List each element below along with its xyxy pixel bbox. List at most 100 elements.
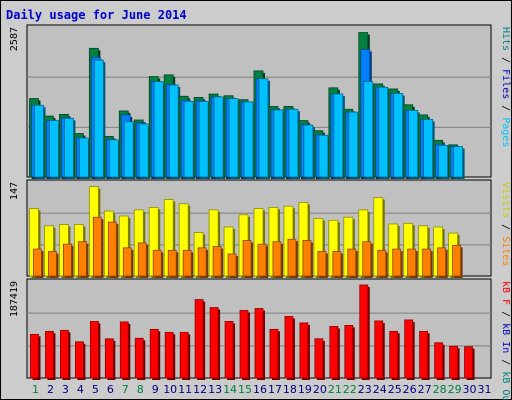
bar-pages-day-12	[198, 100, 211, 179]
x-tick-label-day-1: 1	[32, 383, 39, 396]
y-max-label: 2587	[9, 27, 20, 51]
bar-kb-f-day-5	[89, 321, 101, 380]
bar-sites-day-10	[167, 249, 179, 278]
bar-kb-f-day-29	[449, 345, 460, 380]
bar-sites-day-9	[152, 249, 164, 278]
x-tick-label-day-9: 9	[152, 383, 159, 396]
legend: kB F / kB In / kB Out	[500, 281, 511, 400]
x-tick-label-day-20: 20	[313, 383, 327, 396]
x-tick-label-day-5: 5	[92, 383, 99, 396]
bar-kb-f-day-22	[344, 325, 355, 380]
bar-sites-day-20	[317, 251, 328, 278]
bar-kb-f-day-10	[164, 331, 176, 380]
bar-sites-day-17	[272, 241, 283, 278]
bar-pages-day-2	[49, 120, 61, 179]
x-tick-label-day-7: 7	[122, 383, 129, 396]
bar-pages-day-7	[123, 121, 136, 179]
bar-pages-day-24	[378, 86, 390, 179]
bar-sites-day-29	[452, 244, 463, 278]
bar-kb-f-day-14	[224, 321, 236, 380]
x-tick-label-day-15: 15	[238, 383, 252, 396]
bar-sites-day-5	[92, 216, 104, 278]
bar-kb-f-day-9	[149, 328, 161, 380]
bar-sites-day-22	[347, 248, 358, 278]
bar-sites-day-25	[392, 248, 403, 278]
bar-kb-f-day-3	[60, 329, 71, 380]
bar-pages-day-27	[423, 119, 435, 179]
bar-pages-day-9	[153, 81, 166, 179]
bar-pages-day-17	[273, 109, 285, 179]
bar-pages-day-19	[303, 124, 315, 179]
bar-sites-day-7	[122, 247, 134, 278]
bar-kb-f-day-15	[239, 310, 251, 380]
x-tick-label-day-3: 3	[62, 383, 69, 396]
chart-title: Daily usage for June 2014	[6, 8, 187, 22]
x-tick-label-day-6: 6	[107, 383, 114, 396]
legend: Visits / Sites	[500, 182, 511, 266]
bar-sites-day-21	[332, 251, 343, 278]
x-tick-label-day-21: 21	[328, 383, 342, 396]
x-tick-label-day-22: 22	[343, 383, 357, 396]
bar-sites-day-1	[33, 248, 44, 278]
bar-kb-f-day-27	[419, 330, 430, 380]
bar-sites-day-26	[407, 248, 418, 278]
bar-pages-day-13	[213, 96, 226, 179]
bar-pages-day-4	[78, 137, 91, 179]
bar-pages-day-16	[258, 78, 270, 179]
y-max-label: 187419	[9, 281, 20, 317]
x-tick-label-day-16: 16	[253, 383, 267, 396]
x-tick-label-day-11: 11	[178, 383, 192, 396]
bar-kb-f-day-8	[134, 337, 146, 380]
bar-kb-f-day-21	[329, 325, 340, 380]
bar-sites-day-19	[302, 240, 313, 278]
bar-kb-f-day-12	[194, 299, 206, 380]
bar-sites-day-16	[257, 243, 268, 278]
x-tick-label-day-25: 25	[388, 383, 402, 396]
bar-pages-day-26	[408, 110, 420, 179]
y-max-label: 147	[9, 182, 20, 200]
bar-sites-day-6	[107, 221, 119, 278]
bar-pages-day-1	[34, 104, 46, 179]
bar-pages-day-11	[183, 100, 196, 179]
bar-sites-day-8	[137, 242, 149, 278]
legend: Hits / Files / Pages	[500, 27, 511, 147]
bar-pages-day-18	[288, 108, 300, 179]
bar-kb-f-day-30	[464, 346, 475, 380]
bar-sites-day-4	[77, 241, 89, 278]
bar-kb-f-day-7	[119, 321, 131, 380]
bar-kb-f-day-2	[45, 330, 56, 380]
x-tick-label-day-29: 29	[448, 383, 462, 396]
x-tick-label-day-30: 30	[463, 383, 477, 396]
bar-kb-f-day-11	[179, 331, 191, 380]
x-tick-label-day-10: 10	[163, 383, 177, 396]
bar-kb-f-day-19	[299, 322, 310, 380]
bar-sites-day-13	[212, 246, 224, 278]
bar-sites-day-23	[362, 241, 373, 278]
bar-kb-f-day-13	[209, 307, 221, 380]
bar-pages-day-28	[438, 144, 450, 179]
bar-kb-f-day-4	[74, 341, 86, 380]
x-tick-label-day-31: 31	[478, 383, 492, 396]
bar-pages-day-15	[243, 101, 256, 179]
bar-kb-f-day-23	[359, 284, 370, 380]
bar-kb-f-day-28	[434, 342, 445, 380]
x-tick-label-day-24: 24	[373, 383, 387, 396]
bar-pages-day-23	[363, 81, 375, 179]
x-tick-label-day-26: 26	[403, 383, 417, 396]
bar-sites-day-27	[422, 248, 433, 278]
bar-kb-f-day-24	[374, 320, 385, 380]
bar-pages-day-5	[93, 59, 106, 179]
x-tick-label-day-14: 14	[223, 383, 237, 396]
bar-kb-f-day-16	[254, 308, 265, 380]
bar-pages-day-3	[64, 117, 76, 179]
bar-sites-day-28	[437, 247, 448, 278]
bar-sites-day-24	[377, 249, 388, 278]
bar-pages-day-6	[108, 139, 121, 179]
bar-pages-day-21	[333, 93, 345, 179]
x-tick-label-day-12: 12	[193, 383, 207, 396]
bar-kb-f-day-17	[269, 328, 280, 380]
bar-sites-day-18	[287, 238, 298, 278]
bar-kb-f-day-6	[104, 338, 116, 380]
bar-kb-f-day-18	[284, 316, 295, 380]
